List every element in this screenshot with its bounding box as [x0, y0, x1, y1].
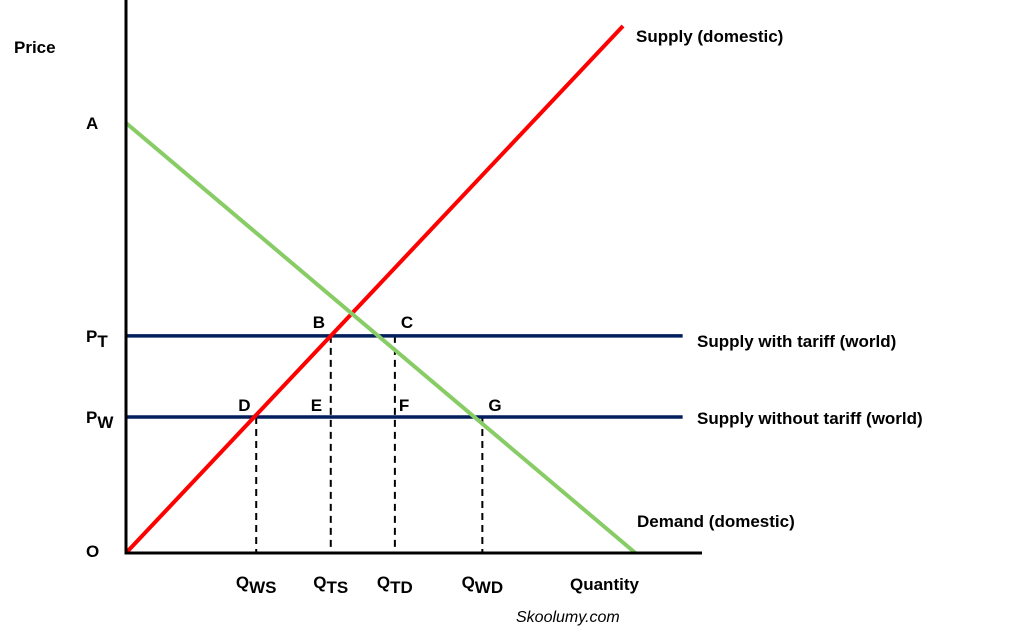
point-label-e: E: [311, 396, 322, 415]
x-axis-label: Quantity: [570, 575, 639, 594]
point-label-b: B: [313, 313, 325, 332]
point-label-d: D: [238, 396, 250, 415]
point-labels: B C D E F G: [238, 313, 501, 415]
supply-demand-curves: [124, 24, 637, 555]
y-axis-label: Price: [14, 38, 56, 57]
point-label-c: C: [401, 313, 413, 332]
x-tick-label-2: QTD: [377, 573, 413, 597]
y-tick-label-0: A: [86, 114, 98, 133]
line-supply-0: [124, 24, 625, 555]
line-demand-1: [124, 121, 637, 555]
world-supply-lines: [126, 334, 683, 419]
origin-label: O: [86, 542, 99, 561]
x-tick-label-3: QWD: [462, 573, 504, 597]
credit-text: Skoolumy.com: [516, 609, 620, 626]
x-tick-label-1: QTS: [313, 573, 348, 597]
y-tick-label-1: PT: [86, 327, 108, 351]
point-label-f: F: [399, 396, 409, 415]
x-tick-label-0: QWS: [236, 573, 277, 597]
line-labels: Supply (domestic) Demand (domestic) Supply…: [636, 27, 923, 531]
point-label-g: G: [488, 396, 501, 415]
line-label-3: Supply without tariff (world): [697, 409, 923, 428]
y-tick-label-2: PW: [86, 408, 114, 432]
axes: [124, 0, 702, 555]
x-tick-labels: QWS QTS QTD QWD: [236, 573, 503, 597]
guide-lines: [255, 335, 484, 553]
line-label-1: Demand (domestic): [637, 512, 795, 531]
y-tick-labels: A PT PW: [86, 114, 114, 432]
line-label-2: Supply with tariff (world): [697, 332, 896, 351]
line-label-0: Supply (domestic): [636, 27, 783, 46]
